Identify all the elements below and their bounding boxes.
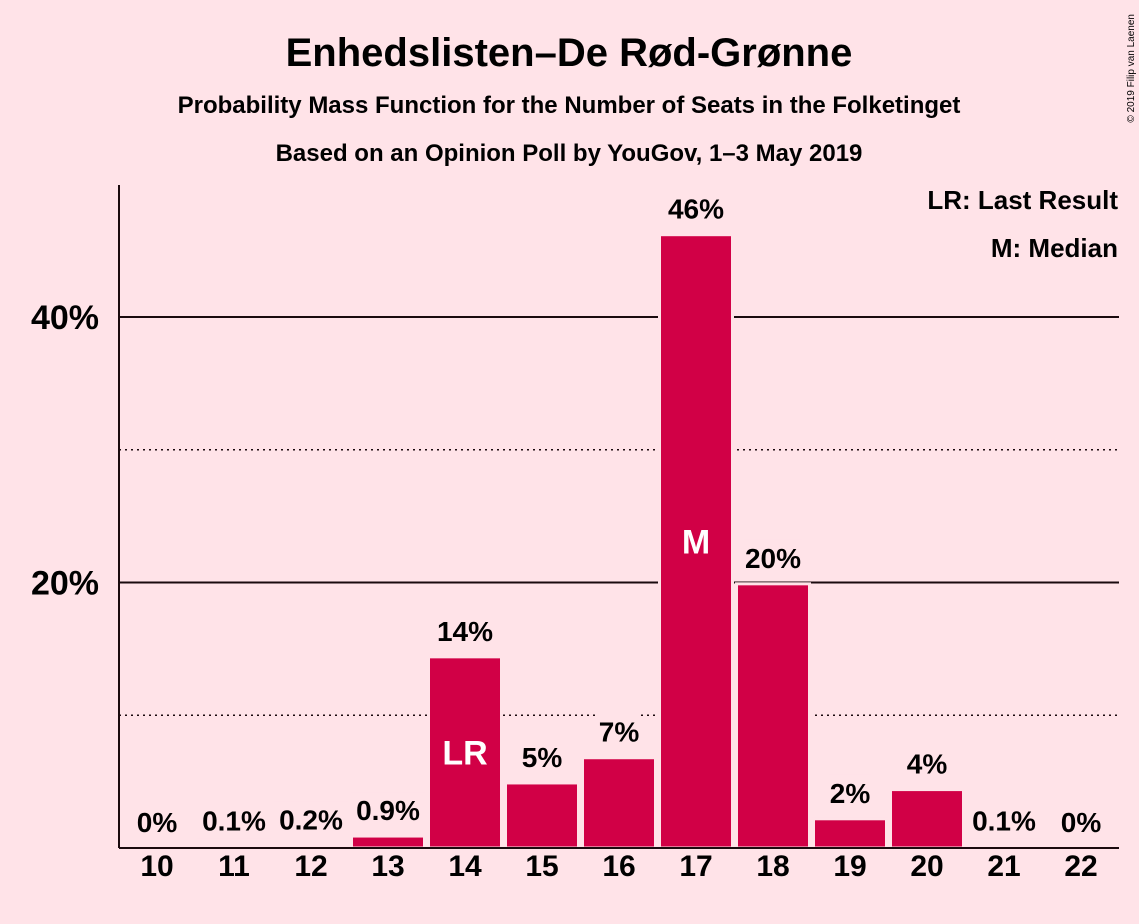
data-label: 20% bbox=[745, 543, 801, 574]
axes: 20% 40% 10 11 12 13 14 15 16 17 18 19 20 21 22 bbox=[31, 185, 1119, 883]
bar-marker-label: M bbox=[682, 523, 710, 561]
legend: LR: Last Result M: Median bbox=[927, 185, 1118, 263]
x-tick-label: 19 bbox=[833, 850, 866, 883]
x-tick-label: 11 bbox=[218, 850, 250, 883]
data-label: 7% bbox=[599, 717, 640, 748]
bar-marker-label: LR bbox=[442, 734, 487, 772]
legend-entry: LR: Last Result bbox=[927, 185, 1118, 215]
bar bbox=[504, 781, 580, 850]
bar bbox=[427, 655, 503, 850]
x-tick-label: 14 bbox=[448, 850, 482, 883]
data-labels: 0% 0.1% 0.2% 0.9% 14% 5% 7% 46% 20% 2% 4% 0.1% 0% LR M bbox=[136, 190, 1102, 840]
x-tick-label: 22 bbox=[1064, 850, 1097, 883]
x-tick-label: 10 bbox=[140, 850, 173, 883]
data-label-bg bbox=[136, 804, 178, 840]
data-label: 14% bbox=[437, 616, 493, 647]
x-tick-label: 21 bbox=[987, 850, 1020, 883]
data-label: 0.2% bbox=[279, 804, 343, 835]
bar bbox=[581, 756, 657, 850]
x-tick-label: 17 bbox=[679, 850, 712, 883]
data-label: 0% bbox=[137, 807, 178, 838]
data-label-bg bbox=[967, 802, 1041, 839]
data-label-bg bbox=[436, 612, 494, 649]
data-label: 4% bbox=[907, 749, 948, 780]
y-tick-label: 20% bbox=[31, 565, 99, 603]
data-label-bg bbox=[197, 802, 271, 839]
data-label-bg bbox=[274, 801, 348, 838]
data-label-bg bbox=[521, 738, 563, 775]
data-label-bg bbox=[351, 792, 425, 829]
data-label: 46% bbox=[668, 194, 724, 225]
bars bbox=[196, 233, 1042, 850]
data-label-bg bbox=[1060, 804, 1102, 840]
chart-subtitle: Probability Mass Function for the Number… bbox=[178, 92, 961, 119]
data-label: 0.1% bbox=[202, 806, 266, 837]
y-tick-label: 40% bbox=[31, 299, 99, 337]
data-label: 0.1% bbox=[972, 806, 1036, 837]
x-tick-label: 18 bbox=[756, 850, 789, 883]
copyright-note: © 2019 Filip van Laenen bbox=[1126, 14, 1137, 123]
x-tick-label: 20 bbox=[910, 850, 943, 883]
x-tick-label: 16 bbox=[602, 850, 635, 883]
data-label-bg bbox=[829, 774, 871, 811]
data-label-bg bbox=[906, 745, 948, 782]
chart-subtitle-source: Based on an Opinion Poll by YouGov, 1–3 … bbox=[276, 140, 863, 167]
x-tick-label: 13 bbox=[371, 850, 404, 883]
data-label: 0% bbox=[1061, 807, 1102, 838]
legend-entry: M: Median bbox=[991, 233, 1118, 263]
bar bbox=[735, 582, 811, 850]
bar bbox=[812, 817, 888, 850]
data-label-bg bbox=[667, 190, 725, 227]
bar bbox=[889, 788, 965, 850]
x-tick-label: 12 bbox=[294, 850, 327, 883]
x-tick-label: 15 bbox=[525, 850, 558, 883]
bar bbox=[350, 834, 426, 850]
data-label: 2% bbox=[830, 778, 871, 809]
chart-title: Enhedslisten–De Rød-Grønne bbox=[286, 31, 853, 75]
data-label-bg bbox=[744, 539, 802, 576]
data-label: 0.9% bbox=[356, 795, 420, 826]
data-label: 5% bbox=[522, 742, 563, 773]
data-label-bg bbox=[598, 713, 640, 750]
gridlines bbox=[119, 316, 1119, 716]
